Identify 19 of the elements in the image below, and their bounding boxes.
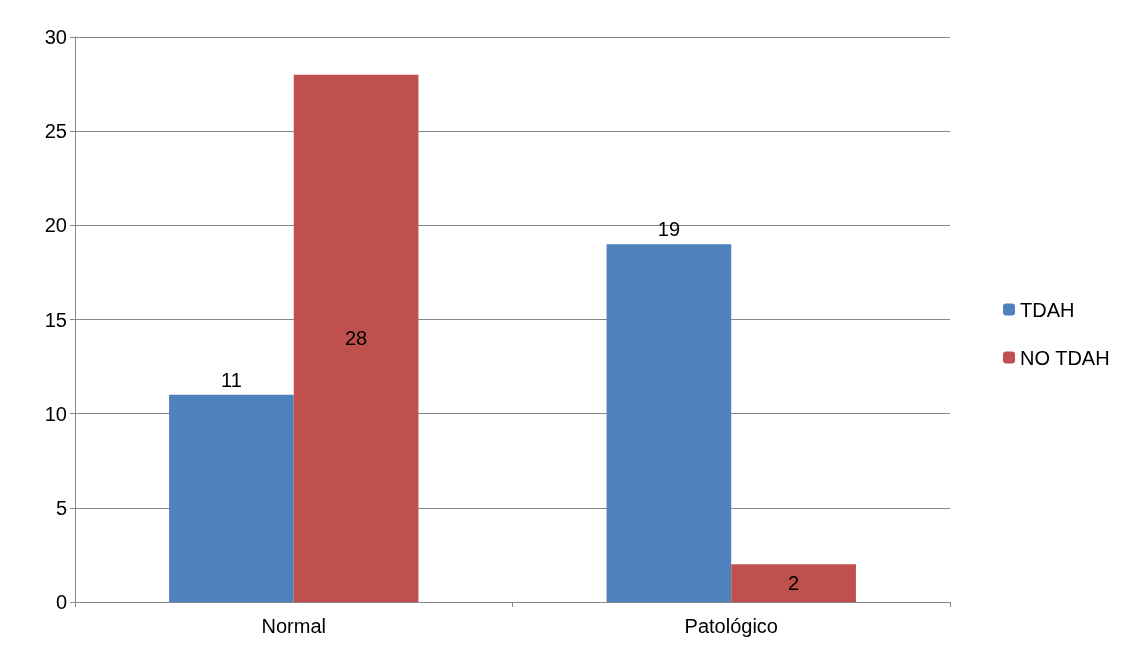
y-tick-label: 30 bbox=[44, 26, 67, 48]
data-label: 11 bbox=[221, 368, 242, 391]
y-tick-label: 20 bbox=[44, 214, 67, 237]
data-label: 28 bbox=[344, 327, 368, 350]
legend-label: NO TDAH bbox=[1020, 346, 1110, 369]
y-tick-label: 5 bbox=[55, 496, 67, 519]
y-tick-label: 15 bbox=[44, 308, 67, 331]
data-label: 19 bbox=[657, 218, 681, 241]
y-tick-label: 25 bbox=[44, 120, 67, 143]
legend-label: TDAH bbox=[1020, 298, 1075, 321]
x-tick-label: Patológico bbox=[684, 615, 778, 637]
x-tick-label: Normal bbox=[261, 615, 326, 637]
y-tick-label: 0 bbox=[55, 591, 67, 613]
bar bbox=[293, 74, 419, 602]
y-tick-label: 10 bbox=[44, 402, 67, 425]
data-label: 2 bbox=[788, 572, 800, 595]
bar bbox=[169, 394, 294, 602]
bar bbox=[606, 244, 732, 602]
bar bbox=[731, 564, 856, 602]
